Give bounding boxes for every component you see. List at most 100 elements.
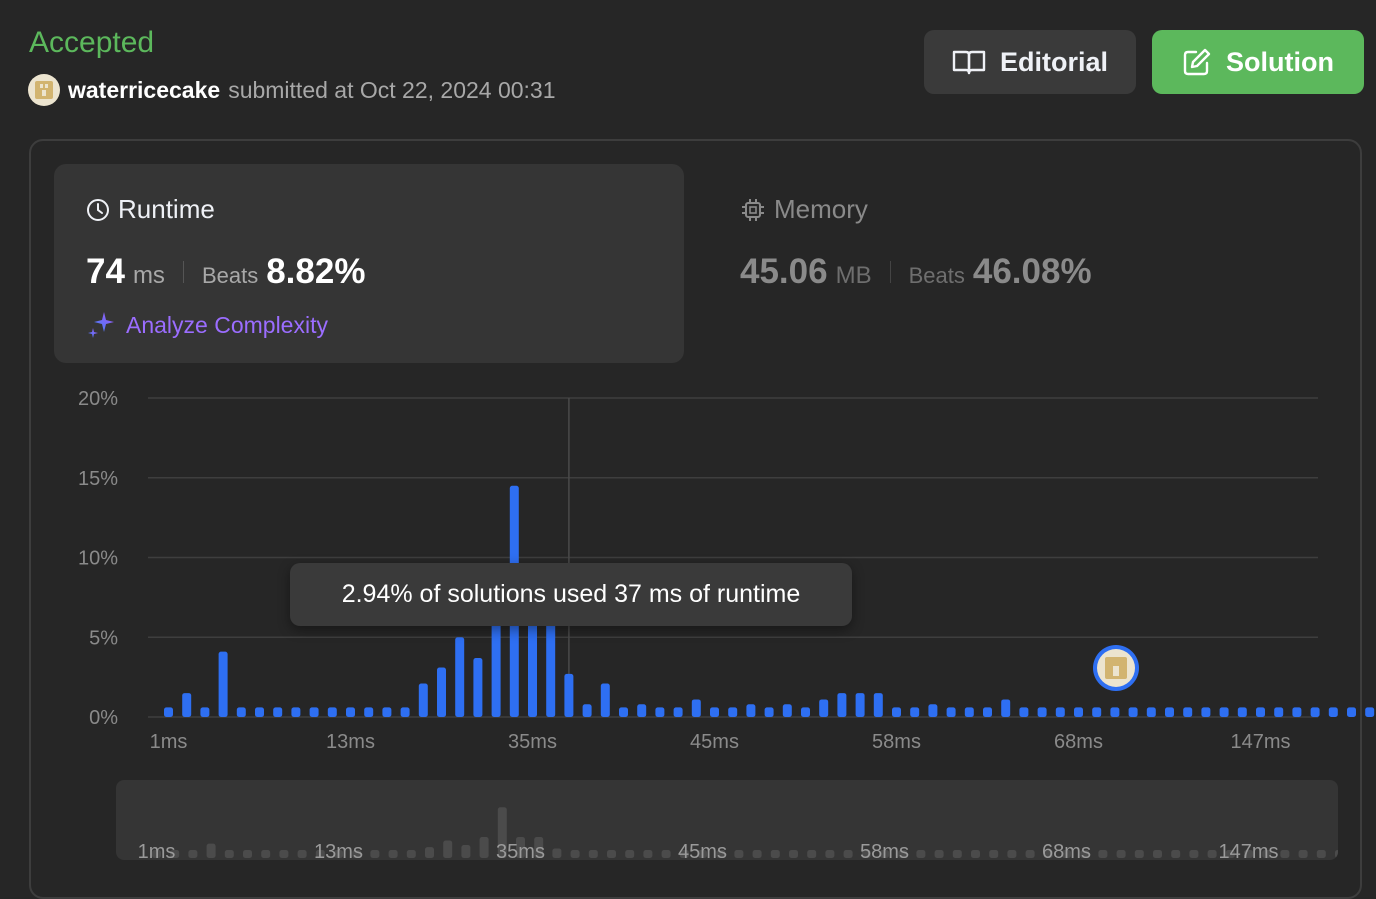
runtime-unit: ms [132, 262, 165, 289]
runtime-title-label: Runtime [118, 194, 215, 224]
overview-chart[interactable]: 1ms 13ms 35ms 45ms 58ms 68ms 147ms [116, 780, 1338, 860]
edit-icon [1183, 48, 1211, 76]
overview-bar [1153, 850, 1162, 858]
overview-tick-label: 13ms [314, 841, 363, 860]
overview-bar [843, 850, 853, 858]
divider [889, 261, 891, 283]
runtime-panel[interactable]: Runtime 74 ms Beats 8.82% Analyze Comple… [54, 164, 684, 363]
overview-bar [752, 850, 762, 858]
overview-bar [406, 850, 416, 858]
overview-bar [461, 845, 471, 858]
chip-icon [742, 198, 764, 221]
overview-bar [698, 850, 707, 858]
memory-panel[interactable]: Memory 45.06 MB Beats 46.08% [712, 164, 1342, 363]
runtime-beats-value: 8.82% [266, 252, 366, 291]
overview-bar [643, 850, 653, 858]
editorial-button[interactable]: Editorial [924, 30, 1136, 94]
analyze-complexity-label: Analyze Complexity [126, 311, 328, 338]
memory-unit: MB [835, 262, 872, 289]
overview-bar [188, 850, 198, 858]
overview-bar [334, 850, 343, 858]
overview-bar [934, 850, 944, 858]
runtime-metric: 74 ms Beats 8.82% [86, 252, 365, 292]
runtime-beats-label: Beats [201, 263, 259, 288]
overview-bar [770, 850, 780, 858]
overview-bar [825, 850, 835, 858]
book-icon [952, 50, 986, 75]
submitted-time: submitted at Oct 22, 2024 00:31 [228, 76, 556, 103]
chart-tooltip: 2.94% of solutions used 37 ms of runtime [290, 563, 852, 626]
overview-tick-label: 35ms [496, 841, 545, 860]
overview-bar [661, 850, 671, 858]
overview-bar [1225, 850, 1235, 858]
overview-bar [152, 850, 161, 858]
chart-overview-scrubber[interactable]: 1ms 13ms 35ms 45ms 58ms 68ms 147ms [116, 780, 1338, 860]
overview-bar [297, 850, 307, 858]
overview-bar [971, 850, 980, 858]
overview-bar [1080, 850, 1090, 858]
overview-bar [352, 850, 362, 858]
overview-bar [1025, 850, 1035, 858]
overview-bar [388, 850, 398, 858]
overview-bar [552, 848, 562, 858]
overview-bar [1262, 850, 1272, 858]
sparkle-icon [88, 312, 114, 338]
overview-bar [224, 850, 234, 858]
overview-bar [170, 850, 180, 858]
submission-info: waterricecake submitted at Oct 22, 2024 … [28, 74, 556, 106]
overview-bar [279, 850, 289, 858]
avatar-icon [35, 81, 53, 99]
overview-bar [261, 850, 271, 858]
memory-title-label: Memory [774, 194, 868, 224]
overview-bar [1244, 850, 1253, 858]
overview-bar [734, 850, 744, 858]
solution-label: Solution [1226, 46, 1334, 77]
overview-bar [1043, 850, 1053, 858]
overview-tick-label: 147ms [1218, 841, 1278, 860]
overview-bar [625, 850, 635, 858]
overview-tick-label: 58ms [860, 841, 909, 860]
chart-bar [1365, 707, 1375, 717]
overview-bar [1134, 850, 1144, 858]
overview-tick-label: 45ms [678, 841, 727, 860]
overview-bar [1062, 850, 1071, 858]
overview-bar [952, 850, 962, 858]
overview-bar [807, 850, 817, 858]
username-link[interactable]: waterricecake [68, 76, 221, 103]
overview-bar [243, 850, 252, 858]
runtime-title: Runtime [86, 194, 215, 225]
overview-bar [588, 850, 598, 858]
overview-bar [679, 850, 689, 858]
overview-bar [497, 807, 507, 858]
status-accepted: Accepted [29, 26, 155, 59]
overview-bar [1171, 850, 1181, 858]
overview-bar [479, 837, 489, 858]
overview-bar [861, 850, 871, 858]
overview-bar [370, 850, 380, 858]
overview-bar [1298, 850, 1308, 858]
analyze-complexity-link[interactable]: Analyze Complexity [86, 310, 328, 340]
overview-bar [1280, 850, 1290, 858]
overview-bar [716, 850, 726, 858]
overview-bar [1207, 850, 1217, 858]
overview-tick-label: 1ms [138, 841, 176, 860]
overview-bar [989, 850, 999, 858]
overview-bar [1189, 850, 1199, 858]
overview-bar [1116, 850, 1126, 858]
overview-bar [916, 850, 926, 858]
overview-bar [315, 850, 325, 858]
overview-bar [206, 843, 216, 858]
overview-bar [570, 850, 580, 858]
divider [182, 261, 184, 283]
avatar[interactable] [28, 74, 60, 106]
memory-value: 45.06 [740, 252, 828, 291]
runtime-value: 74 [86, 252, 125, 291]
memory-beats-label: Beats [908, 263, 965, 288]
overview-bar [1007, 850, 1017, 858]
memory-title: Memory [740, 194, 868, 225]
overview-bar [534, 837, 544, 858]
memory-metric: 45.06 MB Beats 46.08% [740, 252, 1092, 292]
overview-bar [789, 850, 798, 858]
solution-button[interactable]: Solution [1152, 30, 1364, 94]
overview-bar [443, 840, 453, 858]
